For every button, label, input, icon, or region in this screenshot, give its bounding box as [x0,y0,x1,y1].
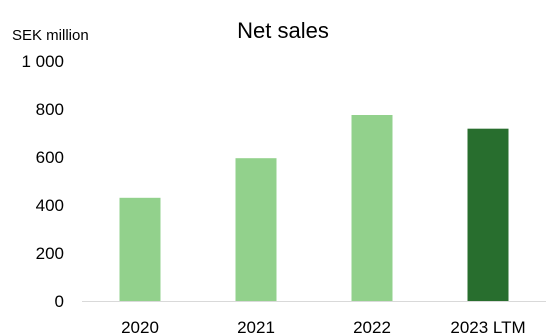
y-tick-label: 400 [36,196,64,215]
bars [119,115,509,301]
chart-title: Net sales [237,18,329,43]
x-tick-label: 2021 [237,318,275,336]
bar-2023-ltm [467,128,509,301]
x-tick-label: 2020 [121,318,159,336]
y-tick-label: 800 [36,100,64,119]
y-tick-label: 1 000 [21,52,64,71]
x-tick-label: 2022 [353,318,391,336]
x-tick-label: 2023 LTM [450,318,525,336]
bar-2022 [351,115,393,301]
y-tick-label: 200 [36,244,64,263]
y-tick-label: 600 [36,148,64,167]
y-axis-ticks: 0 200 400 600 800 1 000 [21,52,64,311]
y-tick-label: 0 [55,292,64,311]
bar-2020 [119,197,161,301]
y-axis-unit-label: SEK million [12,27,89,44]
bar-2021 [235,158,277,301]
x-axis-ticks: 2020 2021 2022 2023 LTM [121,318,526,336]
